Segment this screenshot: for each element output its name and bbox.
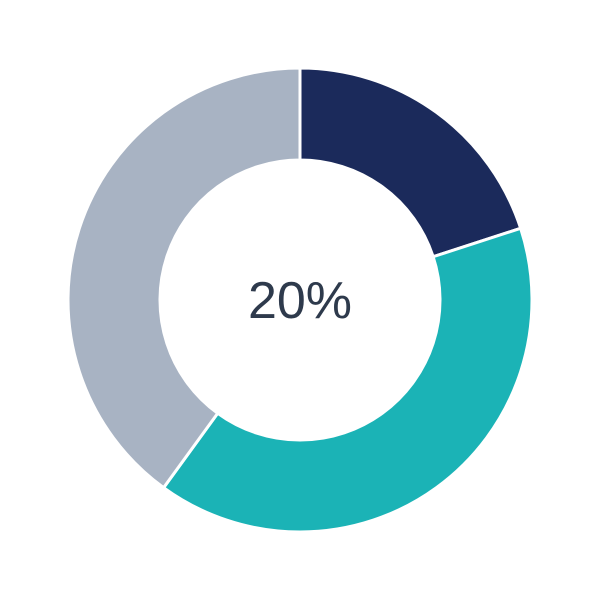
donut-slice-2 — [161, 226, 534, 534]
center-label: 20% — [248, 272, 352, 330]
donut-slice-1 — [298, 66, 523, 259]
slices — [66, 66, 534, 534]
donut-slice-3 — [66, 66, 302, 490]
